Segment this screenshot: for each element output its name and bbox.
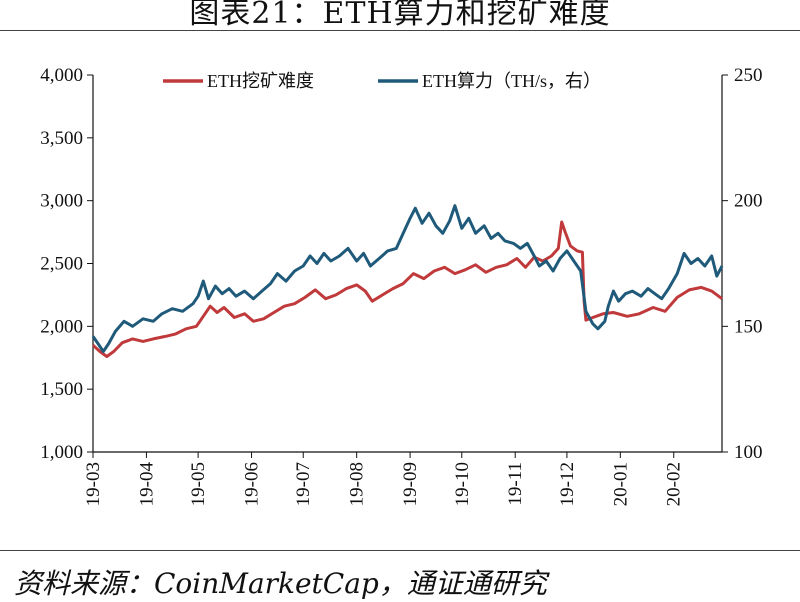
x-tick-label: 19-06 [242,462,263,506]
hashrate-line [91,204,724,353]
x-tick-label: 19-04 [136,462,157,507]
x-tick-label: 19-10 [452,462,473,506]
bottom-rule [0,550,800,551]
x-tick-label: 20-01 [610,462,631,506]
right-tick-label: 150 [734,316,763,337]
legend-label: ETH算力（TH/s，右） [422,71,601,91]
source-note: 资料来源：CoinMarketCap，通证通研究 [14,567,547,600]
x-tick-label: 19-05 [188,462,209,506]
left-tick-label: 3,500 [40,128,83,149]
chart-title: 图表21：ETH算力和挖矿难度 [189,0,611,31]
series-layer [91,204,724,358]
legend: ETH挖矿难度 ETH算力（TH/s，右） [163,71,601,91]
x-tick-label: 19-12 [557,462,578,506]
x-tick-label: 20-02 [664,462,685,506]
left-tick-label: 4,000 [40,65,83,86]
right-tick-label: 200 [734,191,763,212]
left-tick-label: 3,000 [40,191,83,212]
axes: 1,000 1,500 2,000 2,500 3,000 3,500 4,000 100 15… [40,65,762,506]
difficulty-line [91,220,723,358]
left-tick-label: 2,500 [40,254,83,275]
x-tick-label: 19-08 [347,462,368,506]
left-tick-label: 2,000 [40,316,83,337]
legend-label: ETH挖矿难度 [207,71,314,91]
top-rule [0,30,800,31]
x-tick-label: 19-09 [400,462,421,506]
x-tick-label: 19-03 [83,462,104,506]
x-tick-label: 19-07 [293,462,314,506]
chart: 1,000 1,500 2,000 2,500 3,000 3,500 4,000 100 15… [40,65,762,506]
right-tick-label: 250 [734,65,763,86]
x-tick-label: 19-11 [505,462,526,506]
left-tick-label: 1,500 [40,379,83,400]
left-tick-label: 1,000 [40,442,83,463]
right-tick-label: 100 [734,442,763,463]
